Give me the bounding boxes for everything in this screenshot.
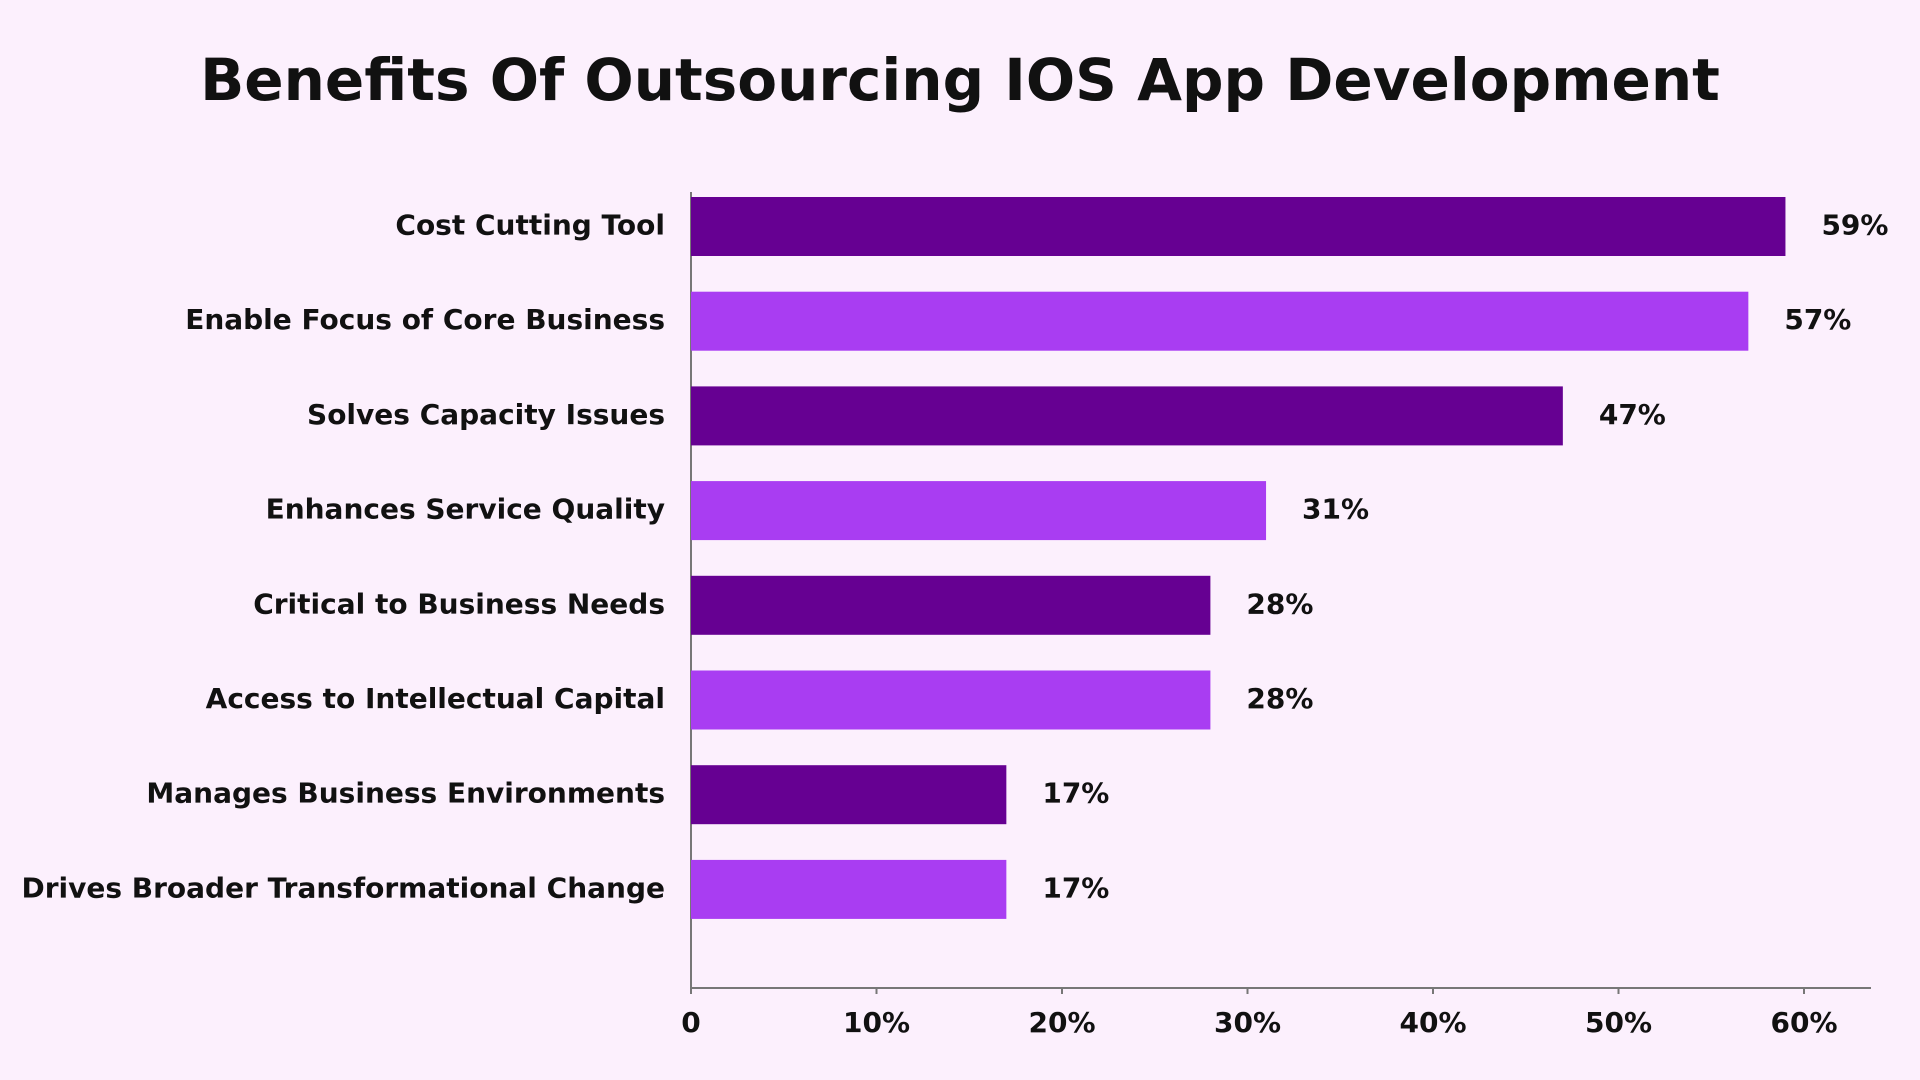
y-tick-label: Cost Cutting Tool — [395, 209, 665, 242]
value-label: 28% — [1246, 587, 1313, 620]
value-label: 28% — [1246, 682, 1313, 715]
y-tick-label: Critical to Business Needs — [253, 587, 665, 620]
y-tick-label: Manages Business Environments — [146, 777, 665, 810]
chart-title: Benefits Of Outsourcing IOS App Developm… — [200, 46, 1720, 114]
x-tick-label: 60% — [1770, 1006, 1837, 1039]
y-tick-label: Enhances Service Quality — [266, 493, 665, 526]
bar — [691, 765, 1007, 825]
x-tick-label: 30% — [1214, 1006, 1281, 1039]
value-label: 57% — [1784, 303, 1851, 336]
y-tick-label: Enable Focus of Core Business — [185, 303, 665, 336]
bar — [691, 197, 1786, 256]
value-label: 47% — [1599, 398, 1666, 431]
x-tick-label: 40% — [1399, 1006, 1466, 1039]
x-tick-label: 50% — [1585, 1006, 1652, 1039]
y-tick-label: Solves Capacity Issues — [307, 398, 665, 431]
x-tick-label: 0 — [681, 1006, 700, 1039]
x-tick-label: 20% — [1028, 1006, 1095, 1039]
y-tick-label: Access to Intellectual Capital — [206, 682, 665, 715]
x-tick-label: 10% — [843, 1006, 910, 1039]
value-label: 31% — [1302, 493, 1369, 526]
bar — [691, 481, 1267, 541]
bar — [691, 386, 1563, 446]
y-tick-label: Drives Broader Transformational Change — [21, 871, 665, 904]
bar — [691, 859, 1007, 919]
bar — [691, 575, 1211, 635]
value-label: 17% — [1042, 871, 1109, 904]
value-label: 17% — [1042, 777, 1109, 810]
value-label: 59% — [1821, 209, 1888, 242]
bar — [691, 291, 1749, 351]
bar — [691, 670, 1211, 730]
